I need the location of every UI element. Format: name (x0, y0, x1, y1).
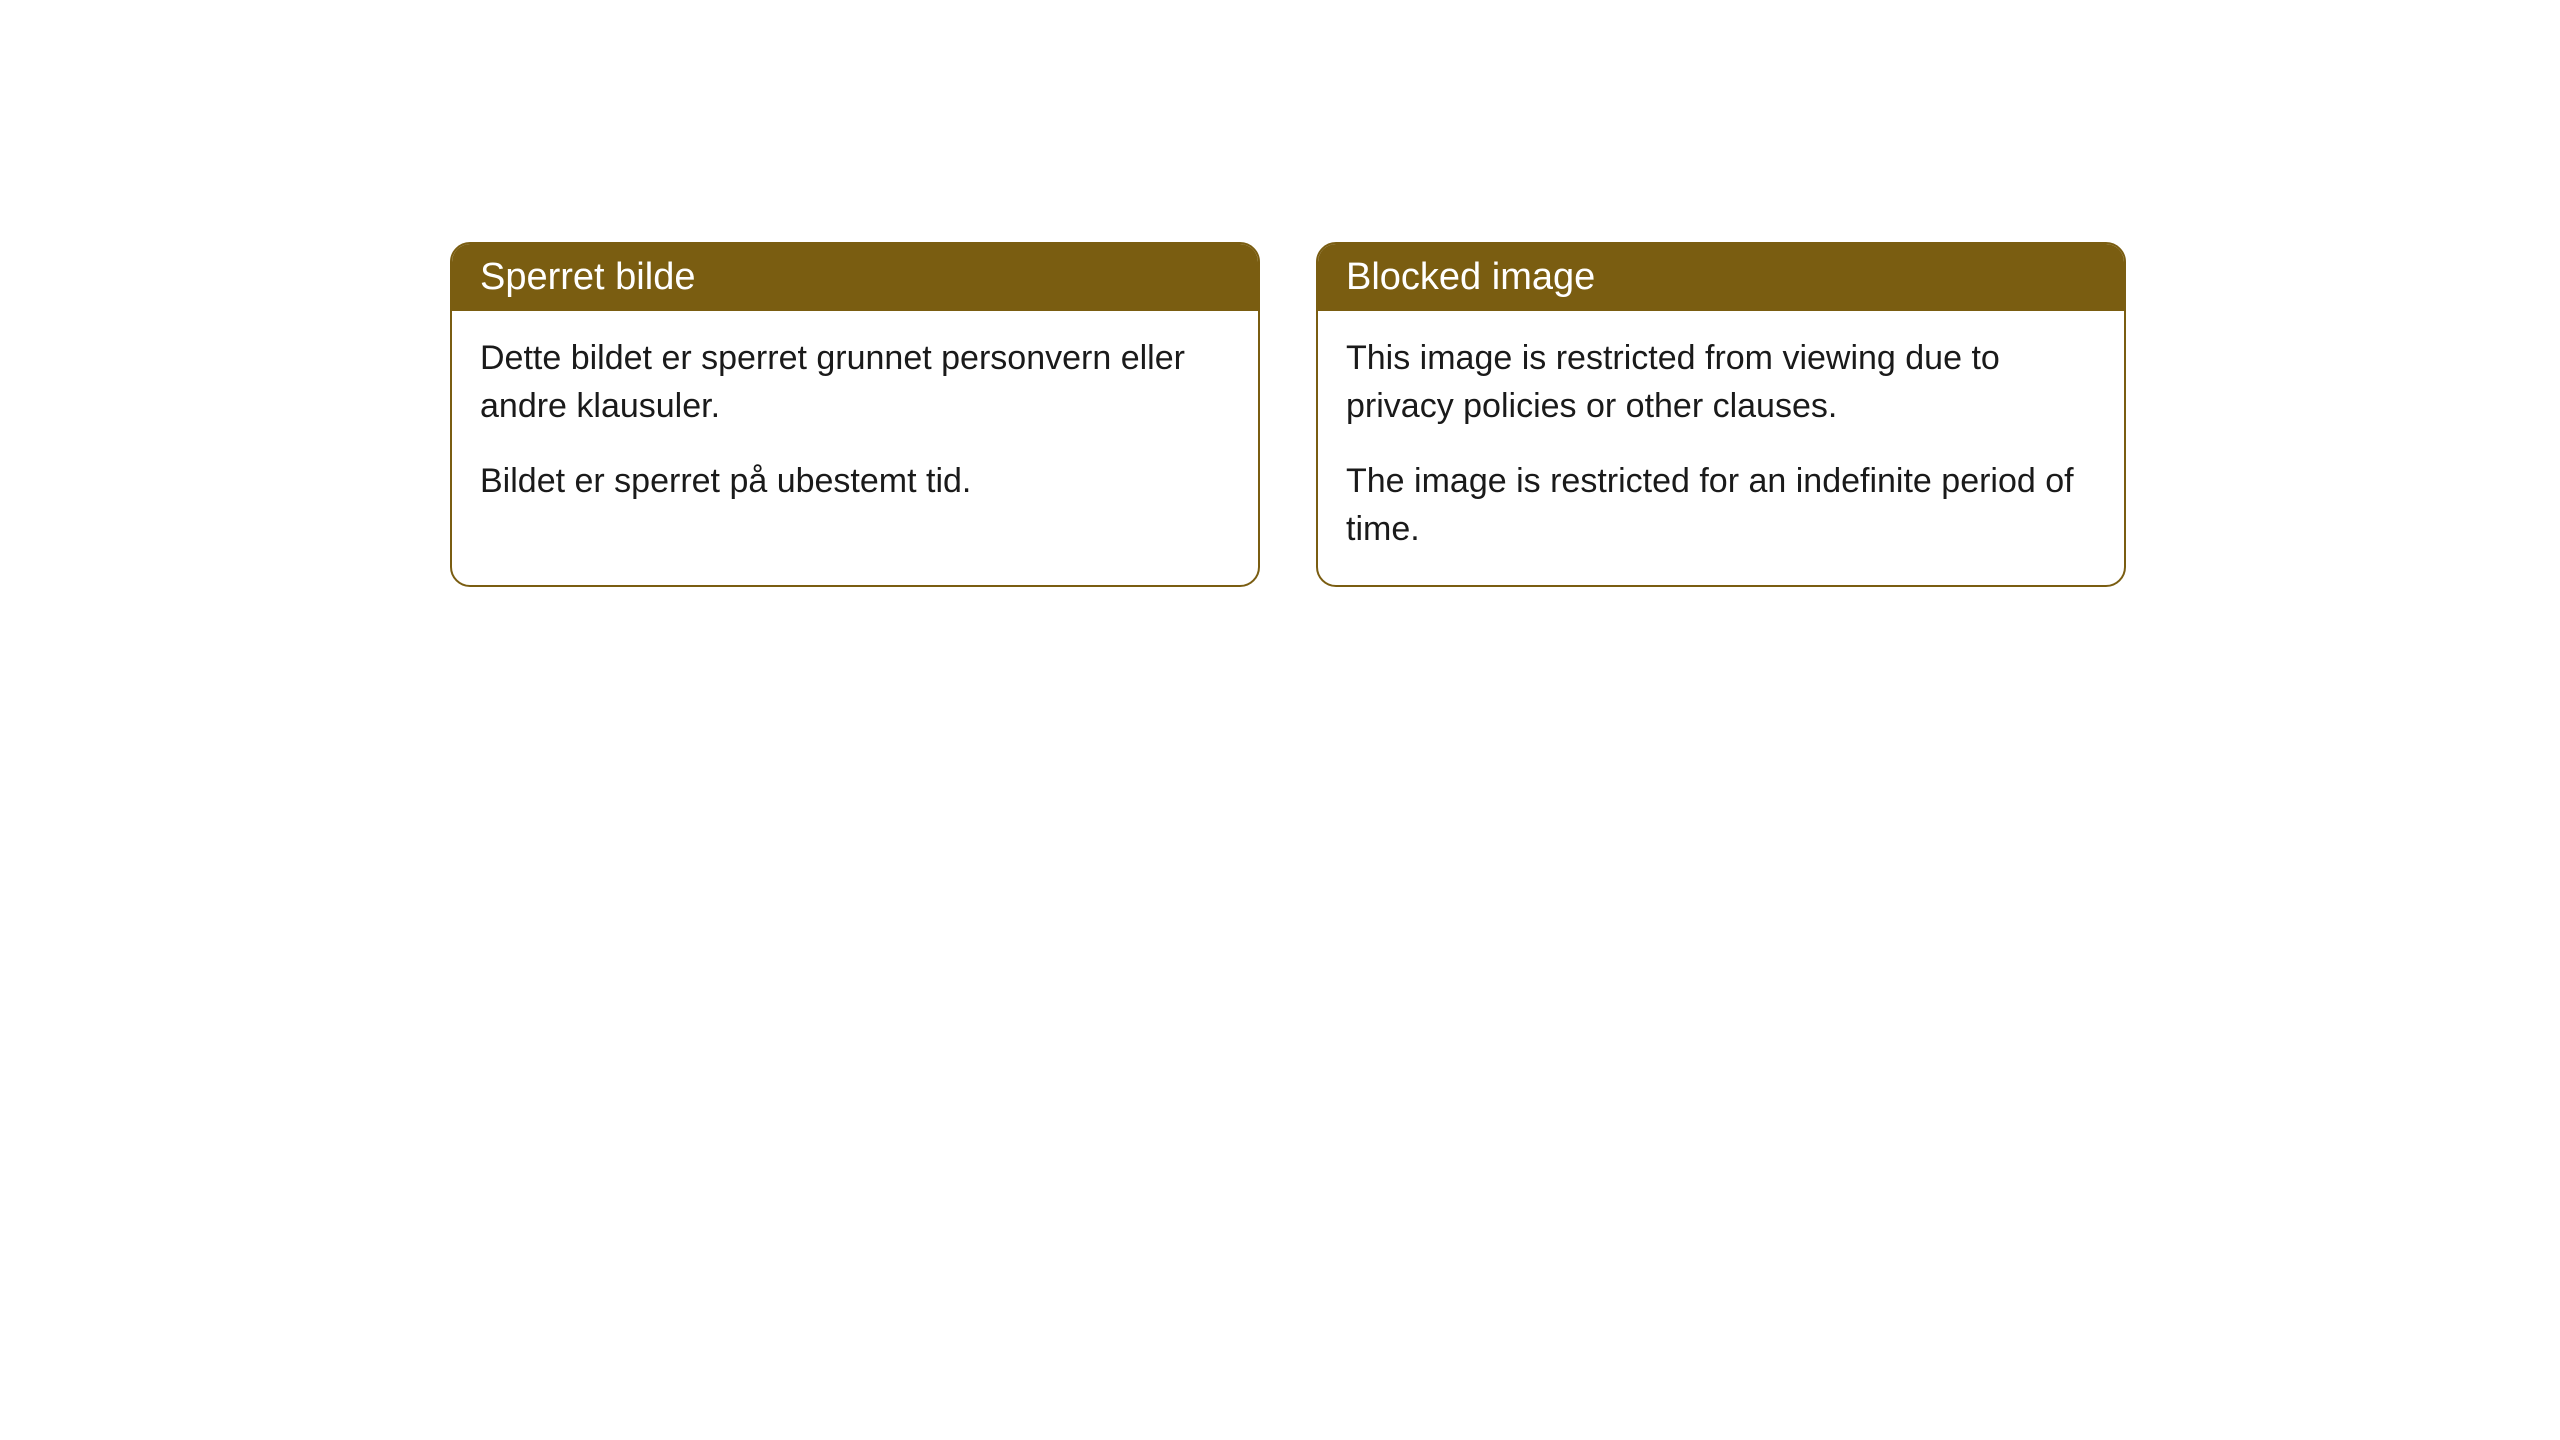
card-header: Sperret bilde (452, 244, 1258, 311)
card-body: This image is restricted from viewing du… (1318, 311, 2124, 585)
card-title: Sperret bilde (480, 256, 695, 298)
card-paragraph-2: Bildet er sperret på ubestemt tid. (480, 458, 1230, 506)
blocked-image-card-norwegian: Sperret bilde Dette bildet er sperret gr… (450, 242, 1260, 587)
blocked-image-card-english: Blocked image This image is restricted f… (1316, 242, 2126, 587)
card-paragraph-1: This image is restricted from viewing du… (1346, 335, 2096, 430)
card-header: Blocked image (1318, 244, 2124, 311)
card-paragraph-2: The image is restricted for an indefinit… (1346, 458, 2096, 553)
notice-cards-container: Sperret bilde Dette bildet er sperret gr… (450, 242, 2126, 587)
card-body: Dette bildet er sperret grunnet personve… (452, 311, 1258, 538)
card-paragraph-1: Dette bildet er sperret grunnet personve… (480, 335, 1230, 430)
card-title: Blocked image (1346, 256, 1595, 298)
